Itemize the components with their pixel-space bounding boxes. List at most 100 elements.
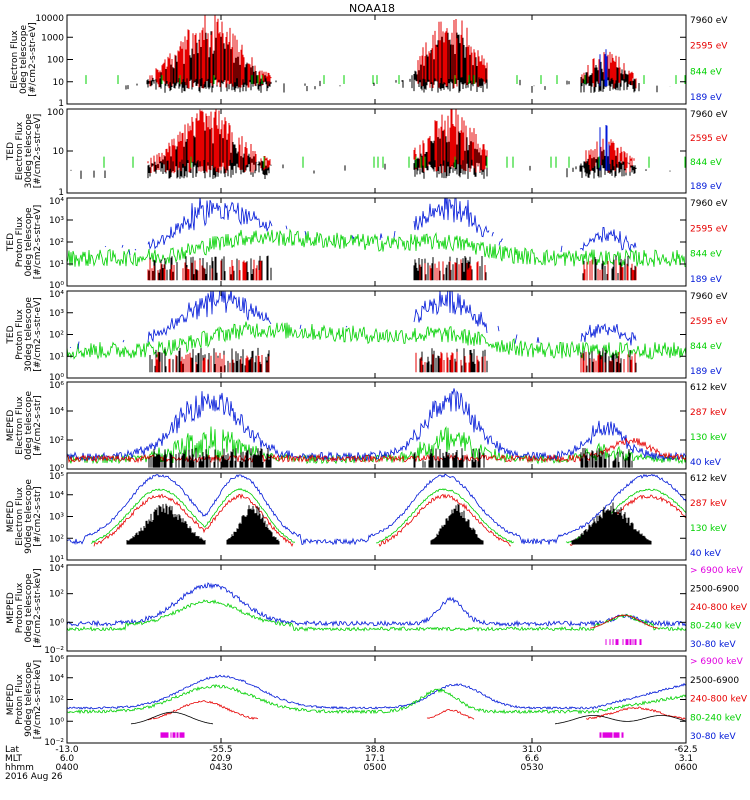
- panel-frame: [66, 564, 687, 652]
- series-green: [67, 599, 686, 632]
- y-tick-label: 10²: [49, 534, 64, 544]
- x-tick-label: 17.1: [365, 754, 385, 764]
- y-tick-label: 10⁴: [49, 491, 64, 501]
- y-axis-label-line: Proton Flux: [15, 674, 25, 725]
- x-date-label: 2016 Aug 26: [5, 772, 63, 782]
- y-tick-label: 10¹: [49, 260, 64, 270]
- y-tick-label: 10²: [49, 238, 64, 248]
- x-row-label: hhmm: [5, 763, 34, 773]
- panel-1: 10000 1000 100 10 1 Electron Flux 0deg telesco…: [10, 14, 728, 109]
- legend-entry: 2595 eV: [690, 224, 728, 234]
- y-tick-label: 10⁰: [49, 464, 64, 474]
- series-blue: [67, 582, 686, 628]
- series-red: [147, 109, 635, 174]
- plot-area-4: [67, 284, 686, 373]
- y-tick-label: 10⁴: [49, 674, 64, 684]
- y-tick-label: 10³: [49, 216, 64, 226]
- y-axis-label-line: Electron Flux: [10, 30, 20, 89]
- y-axis-label-line: 0deg telescope: [24, 207, 34, 277]
- x-tick-label: -62.5: [674, 745, 697, 755]
- y-axis-label-line: 30deg telescope: [24, 297, 34, 372]
- series-green: [67, 321, 686, 360]
- plot-area-3: [67, 191, 686, 281]
- legend-entry: 130 keV: [690, 524, 727, 534]
- y-tick-label: 10⁶: [49, 655, 64, 665]
- series-black: [149, 347, 637, 373]
- y-axis-label-line: 0deg telescope: [19, 25, 29, 95]
- series-blue: [67, 473, 686, 546]
- legend-entry: 287 keV: [690, 499, 727, 509]
- y-tick-label: 10⁰: [49, 717, 64, 727]
- legend-entry: 80-240 keV: [690, 622, 742, 632]
- x-tick-label: 31.0: [522, 745, 542, 755]
- plot-area-6: [67, 473, 686, 547]
- series-green: [103, 156, 686, 168]
- y-tick-label: 1000: [41, 33, 64, 43]
- y-tick-label: 100: [47, 108, 64, 118]
- x-tick-label: -55.5: [209, 745, 232, 755]
- legend-entry: 612 keV: [690, 474, 727, 484]
- legend-entry: 2595 eV: [690, 42, 728, 52]
- legend-entry: 40 keV: [690, 549, 722, 559]
- y-axis-label-line: Proton Flux: [15, 582, 25, 633]
- legend-entry: 612 keV: [690, 383, 727, 393]
- legend-entry: 189 eV: [690, 93, 723, 103]
- x-tick-label: -13.0: [55, 745, 79, 755]
- y-axis-label-line: MEPED: [6, 501, 16, 533]
- plot-area-8: [67, 674, 686, 738]
- series-blue: [599, 49, 608, 87]
- y-axis-label-line: Proton Flux: [15, 216, 25, 267]
- panel-5: 10⁶ 10⁴ 10² 10⁰ MEPED Electron Flux 0deg teles…: [6, 381, 727, 474]
- series-blue: [599, 125, 610, 171]
- legend-entry: 2500-6900: [690, 585, 739, 595]
- y-axis-label-line: 90deg telescope: [24, 662, 34, 737]
- y-tick-label: 10: [53, 78, 65, 88]
- y-tick-label: 10: [53, 147, 65, 157]
- x-tick-label: 6.6: [525, 754, 540, 764]
- panel-frame: [66, 381, 687, 470]
- y-tick-label: 10⁴: [49, 407, 64, 417]
- legend-entry: 2500-6900: [690, 676, 739, 686]
- series-red: [147, 259, 637, 281]
- x-tick-label: 20.9: [211, 754, 231, 764]
- legend-entry: 844 eV: [690, 342, 723, 352]
- y-axis-label-line: MEPED: [6, 684, 16, 716]
- legend-entry: 30-80 keV: [690, 640, 736, 650]
- series-black: [126, 502, 652, 545]
- y-axis-label-line: TED: [6, 142, 16, 161]
- y-axis-label-line: Electron Flux: [15, 121, 25, 180]
- y-tick-label: 10³: [49, 513, 64, 523]
- y-tick-label: 10⁴: [49, 197, 64, 207]
- series-magenta: [605, 639, 642, 645]
- y-axis-label-line: Proton Flux: [15, 309, 25, 360]
- y-axis-label-line: Electron Flux: [15, 487, 25, 546]
- plot-area-5: [67, 388, 686, 468]
- y-axis-label-line: [#/cm2-s-str-eV]: [33, 297, 43, 372]
- y-axis-label-line: [#/cm2-s-str-keV]: [33, 568, 43, 647]
- plot-area-2: [70, 109, 686, 179]
- y-tick-label: 10²: [49, 331, 64, 341]
- series-red: [155, 351, 636, 373]
- y-tick-label: 10000: [35, 14, 64, 24]
- y-axis-label-line: Electron Flux: [15, 396, 25, 455]
- series-green: [85, 75, 686, 84]
- y-tick-label: 10²: [49, 436, 64, 446]
- legend-entry: 40 keV: [690, 458, 722, 468]
- legend-entry: 189 eV: [690, 182, 723, 192]
- x-row-label: Lat: [5, 745, 20, 755]
- series-red: [147, 700, 686, 721]
- x-tick-label: 0430: [210, 763, 233, 773]
- legend-entry: 7960 eV: [690, 110, 728, 120]
- y-tick-label: 10¹: [49, 352, 64, 362]
- legend-entry: 7960 eV: [690, 199, 728, 209]
- panel-6: 10⁵ 10⁴ 10³ 10² 10¹ MEPED Electron Flux 90deg t…: [6, 472, 727, 565]
- y-axis-label: TED Proton Flux 0deg telescope [#/cm2-s-str…: [6, 205, 43, 280]
- y-axis-label-line: 0deg telescope: [24, 573, 34, 643]
- legend-entry: 844 eV: [690, 67, 723, 77]
- series-green: [67, 683, 686, 715]
- y-axis-label-line: TED: [6, 325, 16, 344]
- y-axis-label-line: [#/cm2-s-str-eV]: [28, 22, 38, 97]
- x-tick-label: 3.1: [679, 754, 693, 764]
